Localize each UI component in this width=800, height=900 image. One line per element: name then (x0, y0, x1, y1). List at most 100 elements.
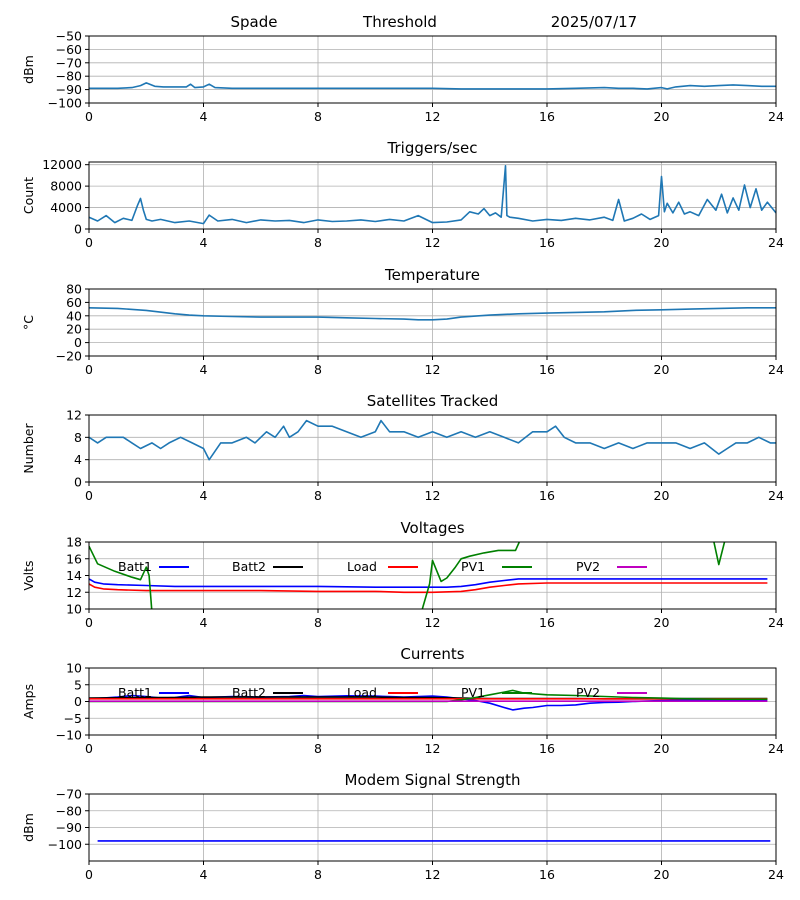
legend-label: Load (347, 685, 377, 700)
chart-title: Satellites Tracked (367, 392, 498, 410)
y-tick-label: 4000 (50, 200, 82, 215)
y-tick-label: −60 (56, 42, 82, 57)
y-tick-label: −70 (56, 787, 82, 802)
x-tick-label: 20 (654, 235, 670, 250)
y-axis-label: dBm (21, 813, 36, 842)
chart-title: Currents (400, 645, 464, 663)
x-tick-label: 16 (539, 362, 555, 377)
series-line (89, 306, 776, 321)
legend-label: PV1 (461, 559, 485, 574)
y-tick-label: 18 (66, 535, 82, 550)
y-tick-label: 40 (66, 308, 82, 323)
x-tick-label: 12 (425, 741, 441, 756)
x-tick-label: 24 (768, 362, 784, 377)
y-tick-label: −100 (48, 837, 82, 852)
y-tick-label: −90 (56, 820, 82, 835)
y-tick-label: 12 (66, 585, 82, 600)
y-tick-label: 60 (66, 295, 82, 310)
legend-label: Load (347, 559, 377, 574)
y-tick-label: 0 (74, 222, 82, 237)
x-tick-label: 0 (85, 362, 93, 377)
legend-label: Batt2 (232, 559, 266, 574)
y-tick-label: 80 (66, 282, 82, 297)
x-tick-label: 0 (85, 615, 93, 630)
x-tick-label: 20 (654, 362, 670, 377)
y-tick-label: 10 (66, 661, 82, 676)
x-tick-label: 12 (425, 109, 441, 124)
y-tick-label: 0 (74, 694, 82, 709)
x-tick-label: 24 (768, 741, 784, 756)
x-tick-label: 20 (654, 615, 670, 630)
legend-label: Batt1 (118, 685, 152, 700)
y-tick-label: 4 (74, 452, 82, 467)
header-site: Spade (231, 13, 278, 31)
y-tick-label: 0 (74, 475, 82, 490)
x-tick-label: 4 (200, 362, 208, 377)
panel-modem: 0 4 8 12 16 20 24 −100 −90 −80−70 Modem Signal Str… (21, 771, 784, 882)
x-tick-label: 24 (768, 488, 784, 503)
x-tick-label: 12 (425, 362, 441, 377)
header-date: 2025/07/17 (551, 13, 637, 31)
x-tick-label: 8 (314, 235, 322, 250)
y-tick-label: −80 (56, 803, 82, 818)
x-tick-label: 16 (539, 615, 555, 630)
chart-title: Triggers/sec (387, 139, 478, 157)
chart-title: Modem Signal Strength (345, 771, 521, 789)
x-tick-label: 0 (85, 488, 93, 503)
x-tick-label: 24 (768, 615, 784, 630)
x-tick-label: 4 (200, 741, 208, 756)
chart-title: Voltages (400, 519, 464, 537)
x-tick-label: 12 (425, 235, 441, 250)
legend-label: PV2 (576, 559, 600, 574)
series-line-load (89, 582, 768, 594)
x-tick-label: 20 (654, 867, 670, 882)
panel-satellites: 0 4 8 12 16 20 24 0 4 8 12 Satellites Tracked Number (21, 392, 784, 503)
x-tick-label: 0 (85, 867, 93, 882)
x-tick-label: 16 (539, 235, 555, 250)
y-axis-label: Volts (21, 560, 36, 590)
x-tick-label: 12 (425, 488, 441, 503)
x-tick-label: 8 (314, 109, 322, 124)
x-tick-label: 20 (654, 488, 670, 503)
y-tick-label: 12000 (42, 157, 82, 172)
x-tick-label: 12 (425, 615, 441, 630)
y-tick-label: −90 (56, 82, 82, 97)
y-tick-label: 8000 (50, 179, 82, 194)
y-tick-label: −100 (48, 96, 82, 111)
x-tick-label: 16 (539, 488, 555, 503)
x-tick-label: 4 (200, 615, 208, 630)
series-line (89, 82, 776, 90)
legend-label: Batt1 (118, 559, 152, 574)
x-tick-label: 0 (85, 109, 93, 124)
x-tick-label: 12 (425, 867, 441, 882)
x-tick-label: 16 (539, 109, 555, 124)
y-tick-label: 0 (74, 335, 82, 350)
y-tick-label: 12 (66, 408, 82, 423)
y-tick-label: 8 (74, 430, 82, 445)
series-line-batt1 (89, 578, 768, 589)
x-tick-label: 20 (654, 109, 670, 124)
x-tick-label: 4 (200, 109, 208, 124)
header-mode: Threshold (362, 13, 437, 31)
legend-label: Batt2 (232, 685, 266, 700)
y-tick-label: −20 (56, 349, 82, 364)
y-tick-label: −5 (64, 711, 82, 726)
y-tick-label: 10 (66, 602, 82, 617)
y-tick-label: 20 (66, 322, 82, 337)
y-tick-label: 14 (66, 568, 82, 583)
x-tick-label: 0 (85, 235, 93, 250)
panel-noise: 0 4 8 12 16 20 24 −100−90−80−70−60−50 dBm (21, 29, 784, 125)
x-tick-label: 8 (314, 615, 322, 630)
x-tick-label: 16 (539, 741, 555, 756)
series-line-pv1 (89, 542, 726, 609)
y-axis-label: dBm (21, 55, 36, 84)
y-tick-label: −80 (56, 69, 82, 84)
y-tick-label: −70 (56, 55, 82, 70)
y-axis-label: °C (21, 315, 36, 330)
legend-label: PV2 (576, 685, 600, 700)
x-tick-label: 24 (768, 867, 784, 882)
